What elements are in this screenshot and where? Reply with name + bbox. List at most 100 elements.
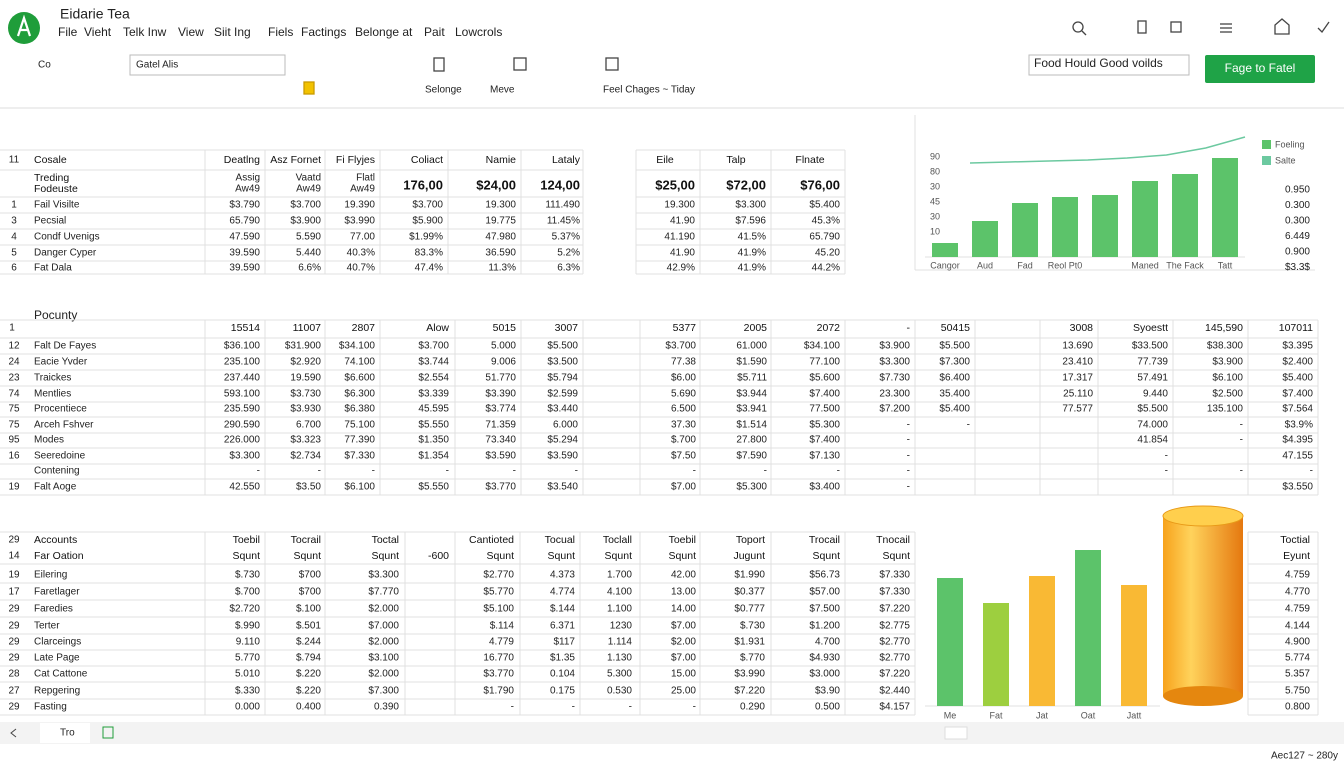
cell: $7.300 xyxy=(368,686,399,697)
cell: 9.440 xyxy=(1143,389,1168,400)
cell: $0.777 xyxy=(734,604,765,615)
header-cell: 2072 xyxy=(817,322,841,334)
cell: 6.500 xyxy=(671,404,696,415)
cell: $3.300 xyxy=(735,200,766,211)
cell: 27.800 xyxy=(736,435,767,446)
bar xyxy=(1012,203,1038,257)
zoom-label[interactable]: Co xyxy=(38,60,51,71)
sheet-tab-label[interactable]: Tro xyxy=(60,728,75,739)
header-cell: Toctal xyxy=(372,534,399,546)
cell: - xyxy=(907,435,910,446)
cell: $3.390 xyxy=(485,389,516,400)
style-box[interactable] xyxy=(1028,54,1190,76)
font-box[interactable] xyxy=(129,54,286,76)
cell: $2.400 xyxy=(1282,357,1313,368)
x-tick-label: Jatt xyxy=(1127,710,1142,720)
cell: 57.491 xyxy=(1137,373,1168,384)
side-value: 0.900 xyxy=(1285,247,1310,258)
menu-item: Pait xyxy=(424,25,445,39)
total-cell: $24,00 xyxy=(476,177,516,192)
cell: $3.790 xyxy=(229,200,260,211)
header-cell: 3008 xyxy=(1070,322,1094,334)
cell: $5.294 xyxy=(547,435,578,446)
cell: $5.400 xyxy=(1282,373,1313,384)
cell: 47.590 xyxy=(229,232,260,243)
scroll-left[interactable] xyxy=(10,728,17,738)
cell: 73.340 xyxy=(485,435,516,446)
scrollbar[interactable] xyxy=(944,726,968,740)
row-label: Pecsial xyxy=(34,216,66,227)
x-tick-label: Fat xyxy=(989,710,1003,720)
cell: 41.190 xyxy=(664,232,695,243)
cell: $.501 xyxy=(296,621,321,632)
cell: 16.770 xyxy=(483,653,514,664)
primary-button[interactable] xyxy=(1205,55,1315,83)
cell: 39.590 xyxy=(229,248,260,259)
cell: $5.711 xyxy=(737,373,767,384)
header-cell: Lataly xyxy=(552,154,581,166)
menu-item: Belonge at xyxy=(355,25,413,39)
header-cell: Aw49 xyxy=(235,184,260,195)
cell: - xyxy=(1310,466,1313,477)
cell: 19.590 xyxy=(290,373,321,384)
row-number: 29 xyxy=(8,653,20,664)
cell: 77.577 xyxy=(1062,404,1093,415)
cell: $3.770 xyxy=(485,482,516,493)
legend-label: Salte xyxy=(1275,155,1296,165)
cell: $3.550 xyxy=(1282,482,1313,493)
cell: $3.339 xyxy=(418,389,449,400)
cell: 41.90 xyxy=(670,216,695,227)
row-number: 29 xyxy=(8,535,20,546)
cell: $2.500 xyxy=(1212,389,1243,400)
header-cell: 50415 xyxy=(941,322,970,334)
cell: $1.931 xyxy=(734,637,765,648)
cell: $5.400 xyxy=(809,200,840,211)
cell: $6.300 xyxy=(344,389,375,400)
cell: 6.3% xyxy=(557,263,580,274)
bar xyxy=(1075,550,1101,706)
cell: $3.300 xyxy=(879,357,910,368)
cell: 41.9% xyxy=(738,248,766,259)
cell: 44.2% xyxy=(812,263,840,274)
cell: $7.220 xyxy=(734,686,765,697)
cell: $.330 xyxy=(235,686,260,697)
cell: - xyxy=(907,420,910,431)
cell: 1.100 xyxy=(607,604,632,615)
cell: $1.354 xyxy=(418,451,449,462)
header-cell: 11007 xyxy=(293,322,322,334)
cell: $3.990 xyxy=(344,216,375,227)
cell: $5.550 xyxy=(418,482,449,493)
cell: $3.930 xyxy=(290,404,321,415)
row-label: Mentlies xyxy=(34,389,71,400)
cell: 4.779 xyxy=(489,637,514,648)
menu-item: View xyxy=(178,25,204,39)
style-name[interactable]: Food Hould Good voilds xyxy=(1034,56,1163,70)
font-name[interactable]: Gatel Alis xyxy=(136,60,178,71)
header-cell: Squnt xyxy=(813,550,841,562)
cell: 42.9% xyxy=(667,263,695,274)
button-label[interactable]: Fage to Fatel xyxy=(1225,61,1296,75)
header-cell: - xyxy=(907,322,911,334)
cell: 65.790 xyxy=(809,232,840,243)
cell: 37.30 xyxy=(671,420,696,431)
bar xyxy=(1052,197,1078,257)
row-label: Cat Cattone xyxy=(34,669,88,680)
sheet-tab[interactable] xyxy=(40,723,90,743)
row-number: 12 xyxy=(8,341,20,352)
side-value: 6.449 xyxy=(1285,231,1310,242)
cell: $2.720 xyxy=(229,604,260,615)
row-label: Eacie Yvder xyxy=(34,357,88,368)
toolbar-item: Selonge xyxy=(425,85,462,96)
add-sheet[interactable] xyxy=(102,726,114,739)
cell: $38.300 xyxy=(1207,341,1244,352)
cell: - xyxy=(511,702,514,713)
cell: 51.770 xyxy=(485,373,516,384)
cell: $7.770 xyxy=(368,587,399,598)
y-tick-label: 30 xyxy=(930,181,940,191)
cell: 83.3% xyxy=(415,248,443,259)
cell: 41.9% xyxy=(738,263,766,274)
header-cell: Assig xyxy=(236,173,260,184)
cell: $7.330 xyxy=(879,587,910,598)
cell: $3.9% xyxy=(1285,420,1313,431)
cell: 5.300 xyxy=(607,669,632,680)
